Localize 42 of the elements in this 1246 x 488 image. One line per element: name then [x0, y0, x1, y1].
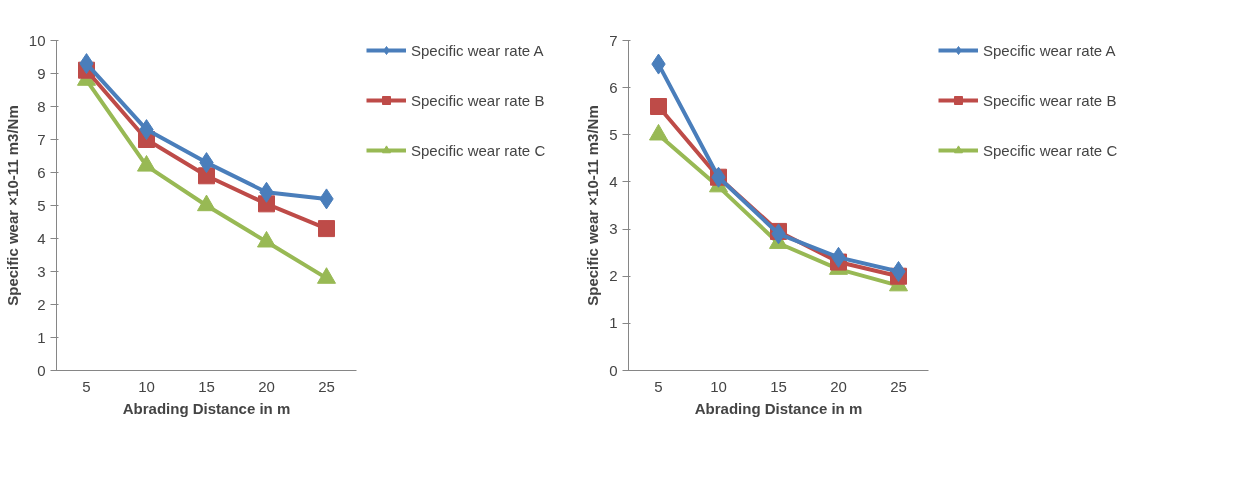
legend-label: Specific wear rate A — [983, 41, 1116, 59]
y-tick-label: 2 — [609, 267, 618, 285]
y-tick-label: 1 — [609, 314, 618, 332]
y-tick-label: 1 — [37, 328, 46, 346]
point — [891, 261, 906, 282]
y-axis-title: Specific wear ×10-11 m3/Nm — [584, 105, 602, 306]
legend-label: Specific wear rate B — [411, 91, 545, 109]
point — [650, 98, 667, 115]
x-tick-label: 10 — [138, 377, 155, 395]
y-tick-label: 5 — [609, 125, 618, 143]
y-tick-label: 10 — [28, 31, 46, 49]
y-tick-label: 6 — [609, 78, 618, 96]
y-tick-label: 9 — [37, 64, 46, 82]
y-tick-label: 7 — [37, 130, 46, 148]
y-tick-label: 2 — [37, 295, 46, 313]
legend-label: Specific wear rate A — [411, 41, 544, 59]
y-tick-label: 6 — [37, 163, 46, 181]
x-tick-label: 20 — [258, 377, 275, 395]
y-tick-label: 8 — [37, 97, 46, 115]
y-tick-label: 0 — [37, 361, 46, 379]
point — [318, 220, 335, 238]
x-axis-title: Abrading Distance in m — [122, 399, 291, 417]
x-tick-label: 25 — [890, 377, 907, 395]
legend-label: Specific wear rate C — [983, 141, 1118, 159]
legend-label: Specific wear rate C — [411, 141, 546, 159]
y-tick-label: 3 — [609, 220, 618, 238]
x-tick-label: 25 — [318, 377, 335, 395]
x-tick-label: 5 — [82, 377, 91, 395]
legend-label: Specific wear rate B — [983, 91, 1117, 109]
x-tick-label: 20 — [830, 377, 847, 395]
x-tick-label: 10 — [710, 377, 727, 395]
y-axis-title: Specific wear ×10-11 m3/Nm — [3, 105, 21, 306]
x-tick-label: 15 — [198, 377, 215, 395]
x-tick-label: 15 — [770, 377, 787, 395]
y-tick-label: 5 — [37, 196, 46, 214]
y-tick-label: 0 — [609, 361, 618, 379]
y-tick-label: 7 — [609, 31, 618, 49]
y-tick-label: 3 — [37, 262, 46, 280]
y-tick-label: 4 — [609, 172, 618, 190]
x-tick-label: 5 — [654, 377, 663, 395]
y-tick-label: 4 — [37, 229, 46, 247]
x-axis-title: Abrading Distance in m — [694, 399, 863, 417]
